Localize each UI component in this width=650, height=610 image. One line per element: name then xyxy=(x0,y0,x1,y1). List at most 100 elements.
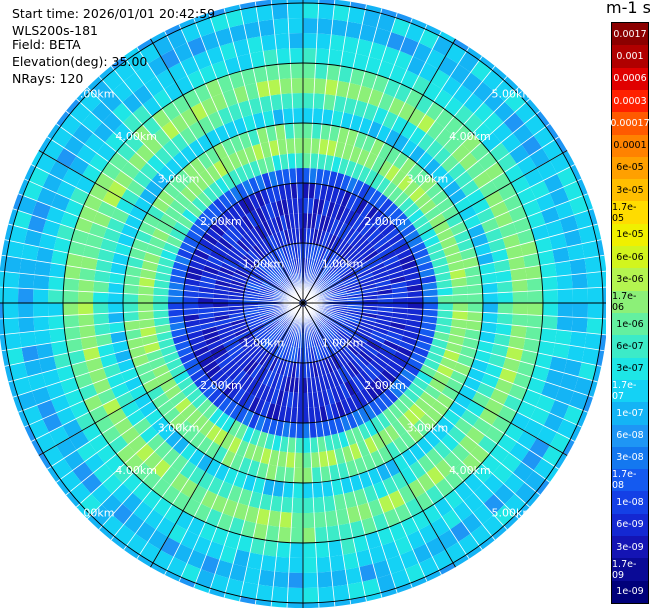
beta-cell xyxy=(472,463,493,484)
beta-cell xyxy=(276,541,291,558)
beta-cell xyxy=(276,265,287,279)
beta-cell xyxy=(22,180,43,201)
ray-line xyxy=(123,306,301,550)
beta-cell xyxy=(323,269,335,282)
ray-line xyxy=(304,18,413,300)
beta-cell xyxy=(330,313,346,322)
ray-line xyxy=(0,286,300,304)
beta-cell xyxy=(454,104,474,125)
beta-cell xyxy=(381,541,400,560)
beta-cell xyxy=(140,326,157,338)
beta-cell xyxy=(431,189,449,207)
beta-cell xyxy=(241,426,255,444)
beta-cell xyxy=(180,145,198,164)
beta-cell xyxy=(261,172,272,189)
colorbar-segment: 3e-09 xyxy=(612,536,648,559)
beta-cell xyxy=(165,234,183,249)
beta-cell xyxy=(19,258,37,275)
beta-cell xyxy=(365,531,382,550)
beta-cell xyxy=(228,152,242,170)
beta-cell xyxy=(82,244,101,260)
beta-cell xyxy=(197,436,214,454)
beta-cell xyxy=(53,237,72,254)
beta-cell xyxy=(139,425,159,444)
beta-cell xyxy=(382,476,399,495)
colorbar-tick-label: 3e-07 xyxy=(616,363,644,375)
beta-cell xyxy=(324,323,337,335)
beta-cell xyxy=(376,13,396,32)
beta-cell xyxy=(596,239,605,257)
beta-cell xyxy=(262,336,275,350)
beta-cell xyxy=(232,324,249,334)
beta-cell xyxy=(549,233,568,250)
beta-cell xyxy=(198,303,214,309)
beta-cell xyxy=(122,492,143,513)
beta-cell xyxy=(425,101,445,121)
beta-cell xyxy=(202,186,219,203)
beta-cell xyxy=(247,249,261,263)
beta-cell xyxy=(198,378,214,394)
beta-cell xyxy=(310,259,317,275)
colorbar-tick-label: 1.7e-09 xyxy=(612,558,637,581)
beta-cell xyxy=(123,320,141,332)
beta-cell xyxy=(281,313,293,326)
beta-cell xyxy=(231,276,247,285)
beta-cell xyxy=(336,331,350,344)
beta-cell xyxy=(152,459,171,478)
beta-cell xyxy=(407,208,425,224)
beta-cell xyxy=(418,28,440,50)
beta-cell xyxy=(293,467,303,483)
beta-cell xyxy=(199,355,215,369)
beta-cell xyxy=(287,346,294,362)
beta-cell xyxy=(321,325,334,338)
beta-cell xyxy=(375,241,392,254)
beta-cell xyxy=(330,354,341,370)
beta-cell xyxy=(138,277,155,288)
beta-cell xyxy=(324,79,339,96)
beta-cell xyxy=(266,218,277,235)
beta-cell xyxy=(505,346,524,362)
beta-cell xyxy=(334,172,345,189)
beta-cell xyxy=(294,138,303,154)
beta-cell xyxy=(218,377,233,393)
beta-cell xyxy=(424,384,442,400)
beta-cell xyxy=(216,513,234,532)
beta-cell xyxy=(248,193,261,210)
beta-cell xyxy=(186,387,203,404)
beta-cell xyxy=(380,343,397,356)
beta-cell xyxy=(161,120,180,140)
beta-cell xyxy=(314,282,327,294)
beta-cell xyxy=(311,467,322,483)
beta-cell xyxy=(352,534,369,553)
beta-cell xyxy=(329,371,340,388)
beta-cell xyxy=(124,453,144,473)
beta-cell xyxy=(386,555,406,575)
beta-cell xyxy=(387,232,404,246)
beta-cell xyxy=(95,415,115,434)
beta-cell xyxy=(303,437,311,453)
beta-cell xyxy=(387,330,403,341)
beta-cell xyxy=(288,33,303,49)
beta-cell xyxy=(393,191,410,208)
ray-line xyxy=(305,110,541,301)
beta-cell xyxy=(450,370,468,385)
beta-cell xyxy=(414,397,432,414)
beta-cell xyxy=(272,480,285,497)
beta-cell xyxy=(280,281,293,293)
beta-cell xyxy=(253,225,266,241)
beta-cell xyxy=(466,400,485,418)
beta-cell xyxy=(247,459,261,477)
beta-cell xyxy=(169,175,187,193)
beta-cell xyxy=(320,266,332,280)
beta-cell xyxy=(303,497,314,513)
beta-cell xyxy=(391,419,407,437)
beta-cell xyxy=(240,581,259,600)
beta-cell xyxy=(186,409,203,426)
beta-cell xyxy=(347,310,363,316)
beta-cell xyxy=(235,440,250,458)
beta-cell xyxy=(315,360,323,377)
beta-cell xyxy=(187,36,207,57)
beta-cell xyxy=(443,349,460,363)
ray-line xyxy=(305,87,519,301)
beta-cell xyxy=(13,376,32,396)
